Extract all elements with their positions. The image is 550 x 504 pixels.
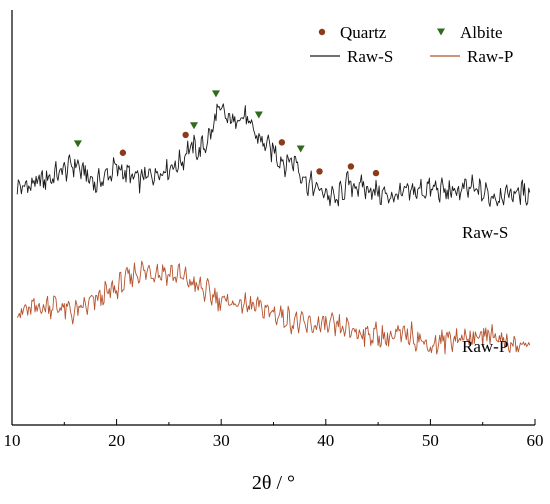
quartz-marker: [182, 131, 189, 139]
x-axis-title: 2θ / °: [252, 472, 295, 494]
series-line-raw-s: [16, 103, 531, 207]
quartz-marker: [119, 149, 127, 156]
x-tick-label: 30: [213, 431, 230, 450]
x-tick-label: 60: [527, 431, 544, 450]
series-line-raw-p: [16, 260, 531, 355]
quartz-marker: [278, 139, 286, 146]
albite-marker: [211, 90, 220, 98]
x-tick-label: 50: [422, 431, 439, 450]
legend-albite-label: Albite: [460, 23, 503, 42]
legend-raw-p-label: Raw-P: [467, 47, 513, 66]
series-label-raw-p: Raw-P: [462, 337, 508, 356]
albite-marker: [73, 140, 82, 148]
legend-quartz-marker: [318, 28, 326, 36]
x-tick-label: 40: [317, 431, 334, 450]
quartz-marker: [372, 169, 380, 177]
legend-raw-s-label: Raw-S: [347, 47, 393, 66]
series-label-raw-s: Raw-S: [462, 223, 508, 242]
x-tick-label: 20: [108, 431, 125, 450]
albite-marker: [254, 111, 263, 119]
x-tick-label: 10: [4, 431, 21, 450]
quartz-marker: [347, 163, 355, 170]
albite-marker: [190, 122, 199, 130]
legend-quartz-label: Quartz: [340, 23, 387, 42]
legend-albite-marker: [437, 28, 445, 36]
albite-marker: [296, 145, 305, 153]
quartz-marker: [316, 168, 323, 175]
